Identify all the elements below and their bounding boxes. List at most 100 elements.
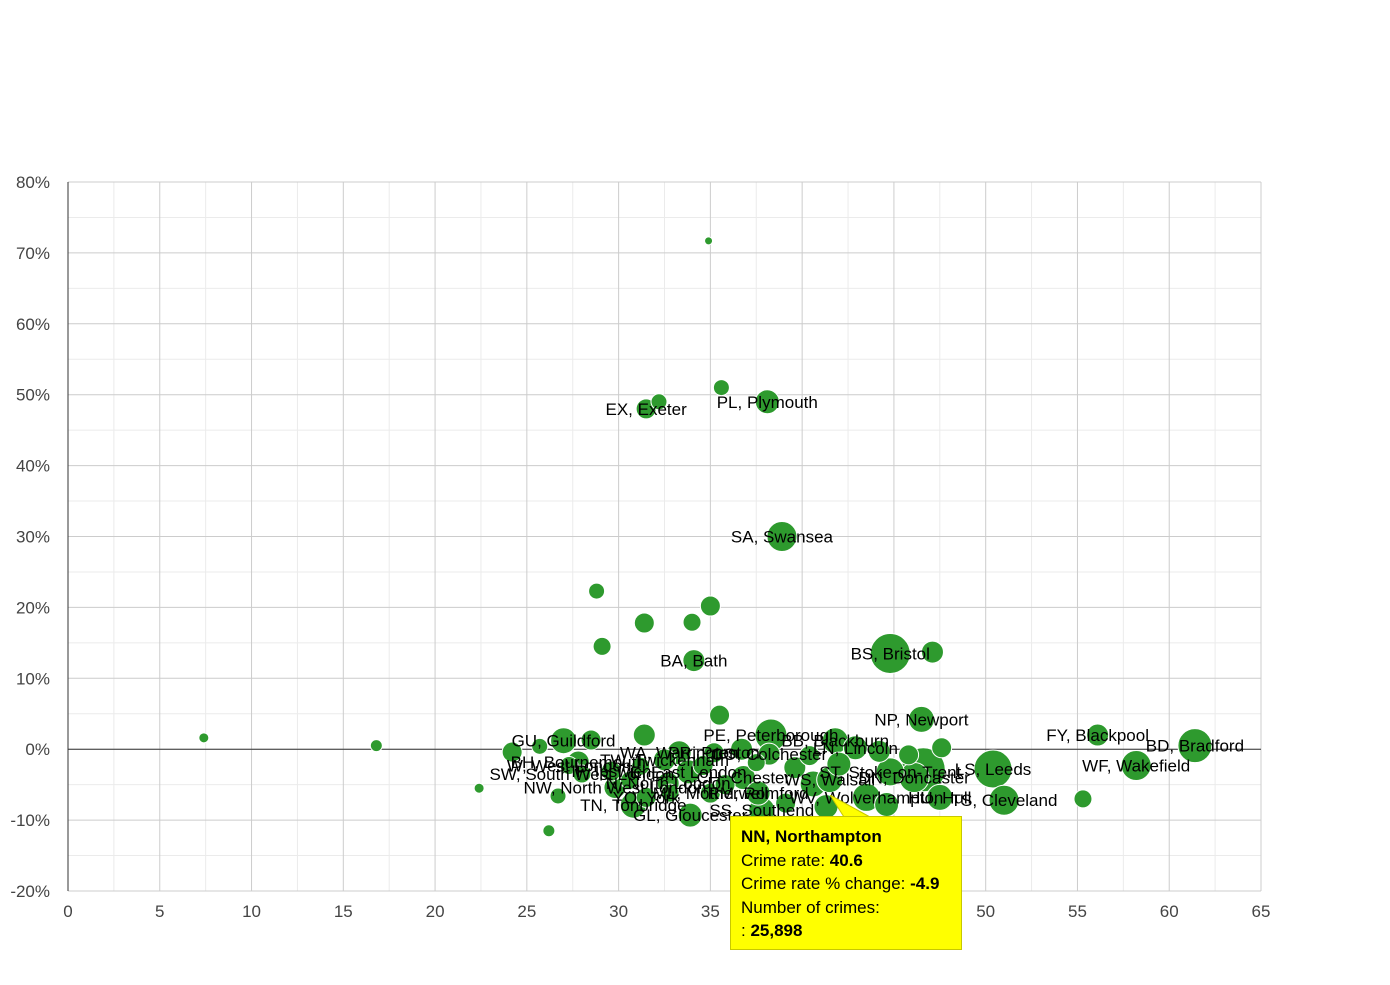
bubble-label: ML, Motherwell [653,784,768,803]
bubble-label: PE, Peterborough [703,726,838,745]
bubble-label: SA, Swansea [731,528,834,547]
bubble-label: YO, York [613,788,681,807]
y-tick-label: 70% [16,244,50,263]
bubble-point[interactable] [660,783,680,803]
y-tick-label: 10% [16,669,50,688]
tooltip: NN, Northampton Crime rate: 40.6 Crime r… [730,816,962,950]
bubble-point[interactable] [699,595,721,617]
bubble-point[interactable] [926,783,954,811]
bubble-label: SW, South West London [489,765,674,784]
bubble-point[interactable] [572,764,592,784]
x-tick-label: 15 [334,902,353,921]
bubble-point[interactable] [1073,789,1093,809]
bubble-point[interactable] [198,732,210,744]
bubble-label: EX, Exeter [606,400,688,419]
bubble-point[interactable] [775,792,797,814]
bubble-point[interactable] [920,640,944,664]
tooltip-crime-rate: Crime rate: 40.6 [741,850,863,870]
x-tick-label: 35 [701,902,720,921]
bubble-point[interactable] [712,379,730,397]
bubble-label: BA, Bath [660,652,727,671]
bubble-point[interactable] [592,636,612,656]
bubble-point[interactable] [633,612,655,634]
bubble-point[interactable] [766,521,798,552]
bubble-point[interactable] [550,727,578,755]
bubble-label: PR, Preston [668,744,760,763]
bubble-point[interactable] [907,705,935,733]
bubble-label: WA, Warrington [620,744,739,763]
bubbles [198,236,1213,838]
bubble-point[interactable] [973,749,1013,789]
bubble-point[interactable] [730,737,754,761]
bubble-point[interactable] [783,756,807,780]
bubble-point[interactable] [867,739,891,763]
bubble-point[interactable] [826,751,852,777]
bubble-label: W, West London [507,757,631,776]
y-tick-label: -10% [10,811,50,830]
tooltip-crimes-value: : 25,898 [741,921,803,940]
bubble-point[interactable] [620,770,640,790]
bubble-label: LS, Leeds [955,760,1032,779]
bubble-point[interactable] [1120,750,1152,782]
bubble-point[interactable] [549,787,567,805]
bubble-point[interactable] [631,756,651,776]
bubble-point[interactable] [714,774,736,796]
bubble-label: WV, Wolverhampton [789,788,943,807]
bubble-label: FY, Blackpool [1046,726,1149,745]
bubble-label: ST, Stoke-on-Trent [819,763,961,782]
bubble-point[interactable] [580,729,602,751]
bubble-point[interactable] [931,737,953,759]
axes: 0510152025303540455055606580%70%60%50%40… [10,173,1270,921]
bubble-point[interactable] [682,649,706,673]
bubble-point[interactable] [600,760,622,782]
bubble-point[interactable] [842,735,868,761]
bubble-point[interactable] [682,612,702,632]
tooltip-change: Crime rate % change: -4.9 [741,874,940,893]
bubble-point[interactable] [869,632,911,674]
bubble-point[interactable] [588,582,606,600]
bubble-label: DN, Doncaster [858,769,970,788]
bubble-label: NW, North West London [523,778,706,797]
bubble-label: TS, Cleveland [951,791,1058,810]
y-tick-label: -20% [10,882,50,901]
bubble-label: BD, Bradford [1146,737,1244,756]
bubble-label: E, East London [630,763,746,782]
bubble-labels: EX, Exeter PL, Plymouth SA, Swansea BA, Bat… [489,393,1244,825]
bubble-point[interactable] [369,739,383,753]
bubble-point[interactable] [875,757,905,787]
bubble-label: RM, Romford [708,784,809,803]
bubble-point[interactable] [531,737,549,755]
grid [67,181,1262,892]
bubble-point[interactable] [746,753,766,773]
bubble-point[interactable] [1086,723,1110,747]
x-tick-label: 60 [1160,902,1179,921]
bubble-point[interactable] [988,784,1020,816]
bubble-label: IP, Ipswich [571,762,651,781]
bubble-point[interactable] [1177,728,1213,764]
bubble-point[interactable] [653,748,676,772]
bubble-label: N, North London [606,774,731,793]
bubble-label: TW, Twickenham [600,751,729,770]
bubble-point[interactable] [501,741,523,763]
bubble-point[interactable] [632,723,656,747]
bubble-point[interactable] [542,824,556,838]
bubble-point[interactable] [650,393,668,411]
bubble-point[interactable] [754,389,780,415]
x-tick-label: 50 [976,902,995,921]
bubble-point[interactable] [745,780,771,806]
bubble-point[interactable] [709,704,731,726]
x-tick-label: 55 [1068,902,1087,921]
bubble-label: GL, Gloucester [633,806,748,825]
bubble-point[interactable] [677,802,703,828]
tooltip-crimes-label: Number of crimes: [741,897,880,917]
bubble-point[interactable] [692,755,714,777]
bubble-point[interactable] [898,744,920,766]
y-tick-label: 80% [16,173,50,192]
bubble-point[interactable] [704,236,714,246]
bubble-point[interactable] [473,782,485,794]
bubble-point[interactable] [798,745,820,767]
bubble-label: PL, Plymouth [717,393,818,412]
bubble-label: CO, Colchester [711,745,828,764]
bubble-point[interactable] [635,786,657,808]
x-tick-label: 30 [609,902,628,921]
